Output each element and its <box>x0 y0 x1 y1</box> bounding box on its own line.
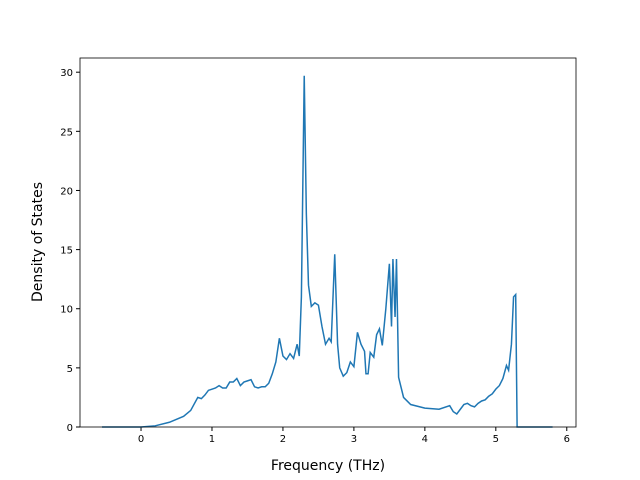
line <box>101 75 553 428</box>
y-tick-label: 25 <box>60 127 73 138</box>
y-tick-label: 10 <box>60 305 73 316</box>
x-tick-label: 1 <box>209 434 215 445</box>
y-axis-label: Density of States <box>30 182 46 302</box>
x-axis-label: Frequency (THz) <box>271 458 385 474</box>
plot-frame <box>79 57 577 428</box>
x-tick-label: 6 <box>564 434 570 445</box>
x-tick-label: 4 <box>422 434 428 445</box>
y-tick-label: 20 <box>60 186 73 197</box>
y-tick-label: 15 <box>60 246 73 257</box>
y-tick-label: 5 <box>67 364 73 375</box>
x-tick-label: 0 <box>138 434 144 445</box>
y-tick-label: 30 <box>60 68 73 79</box>
x-tick-label: 2 <box>280 434 286 445</box>
x-tick-label: 5 <box>493 434 499 445</box>
y-tick-label: 0 <box>67 423 73 434</box>
x-tick-label: 3 <box>351 434 357 445</box>
